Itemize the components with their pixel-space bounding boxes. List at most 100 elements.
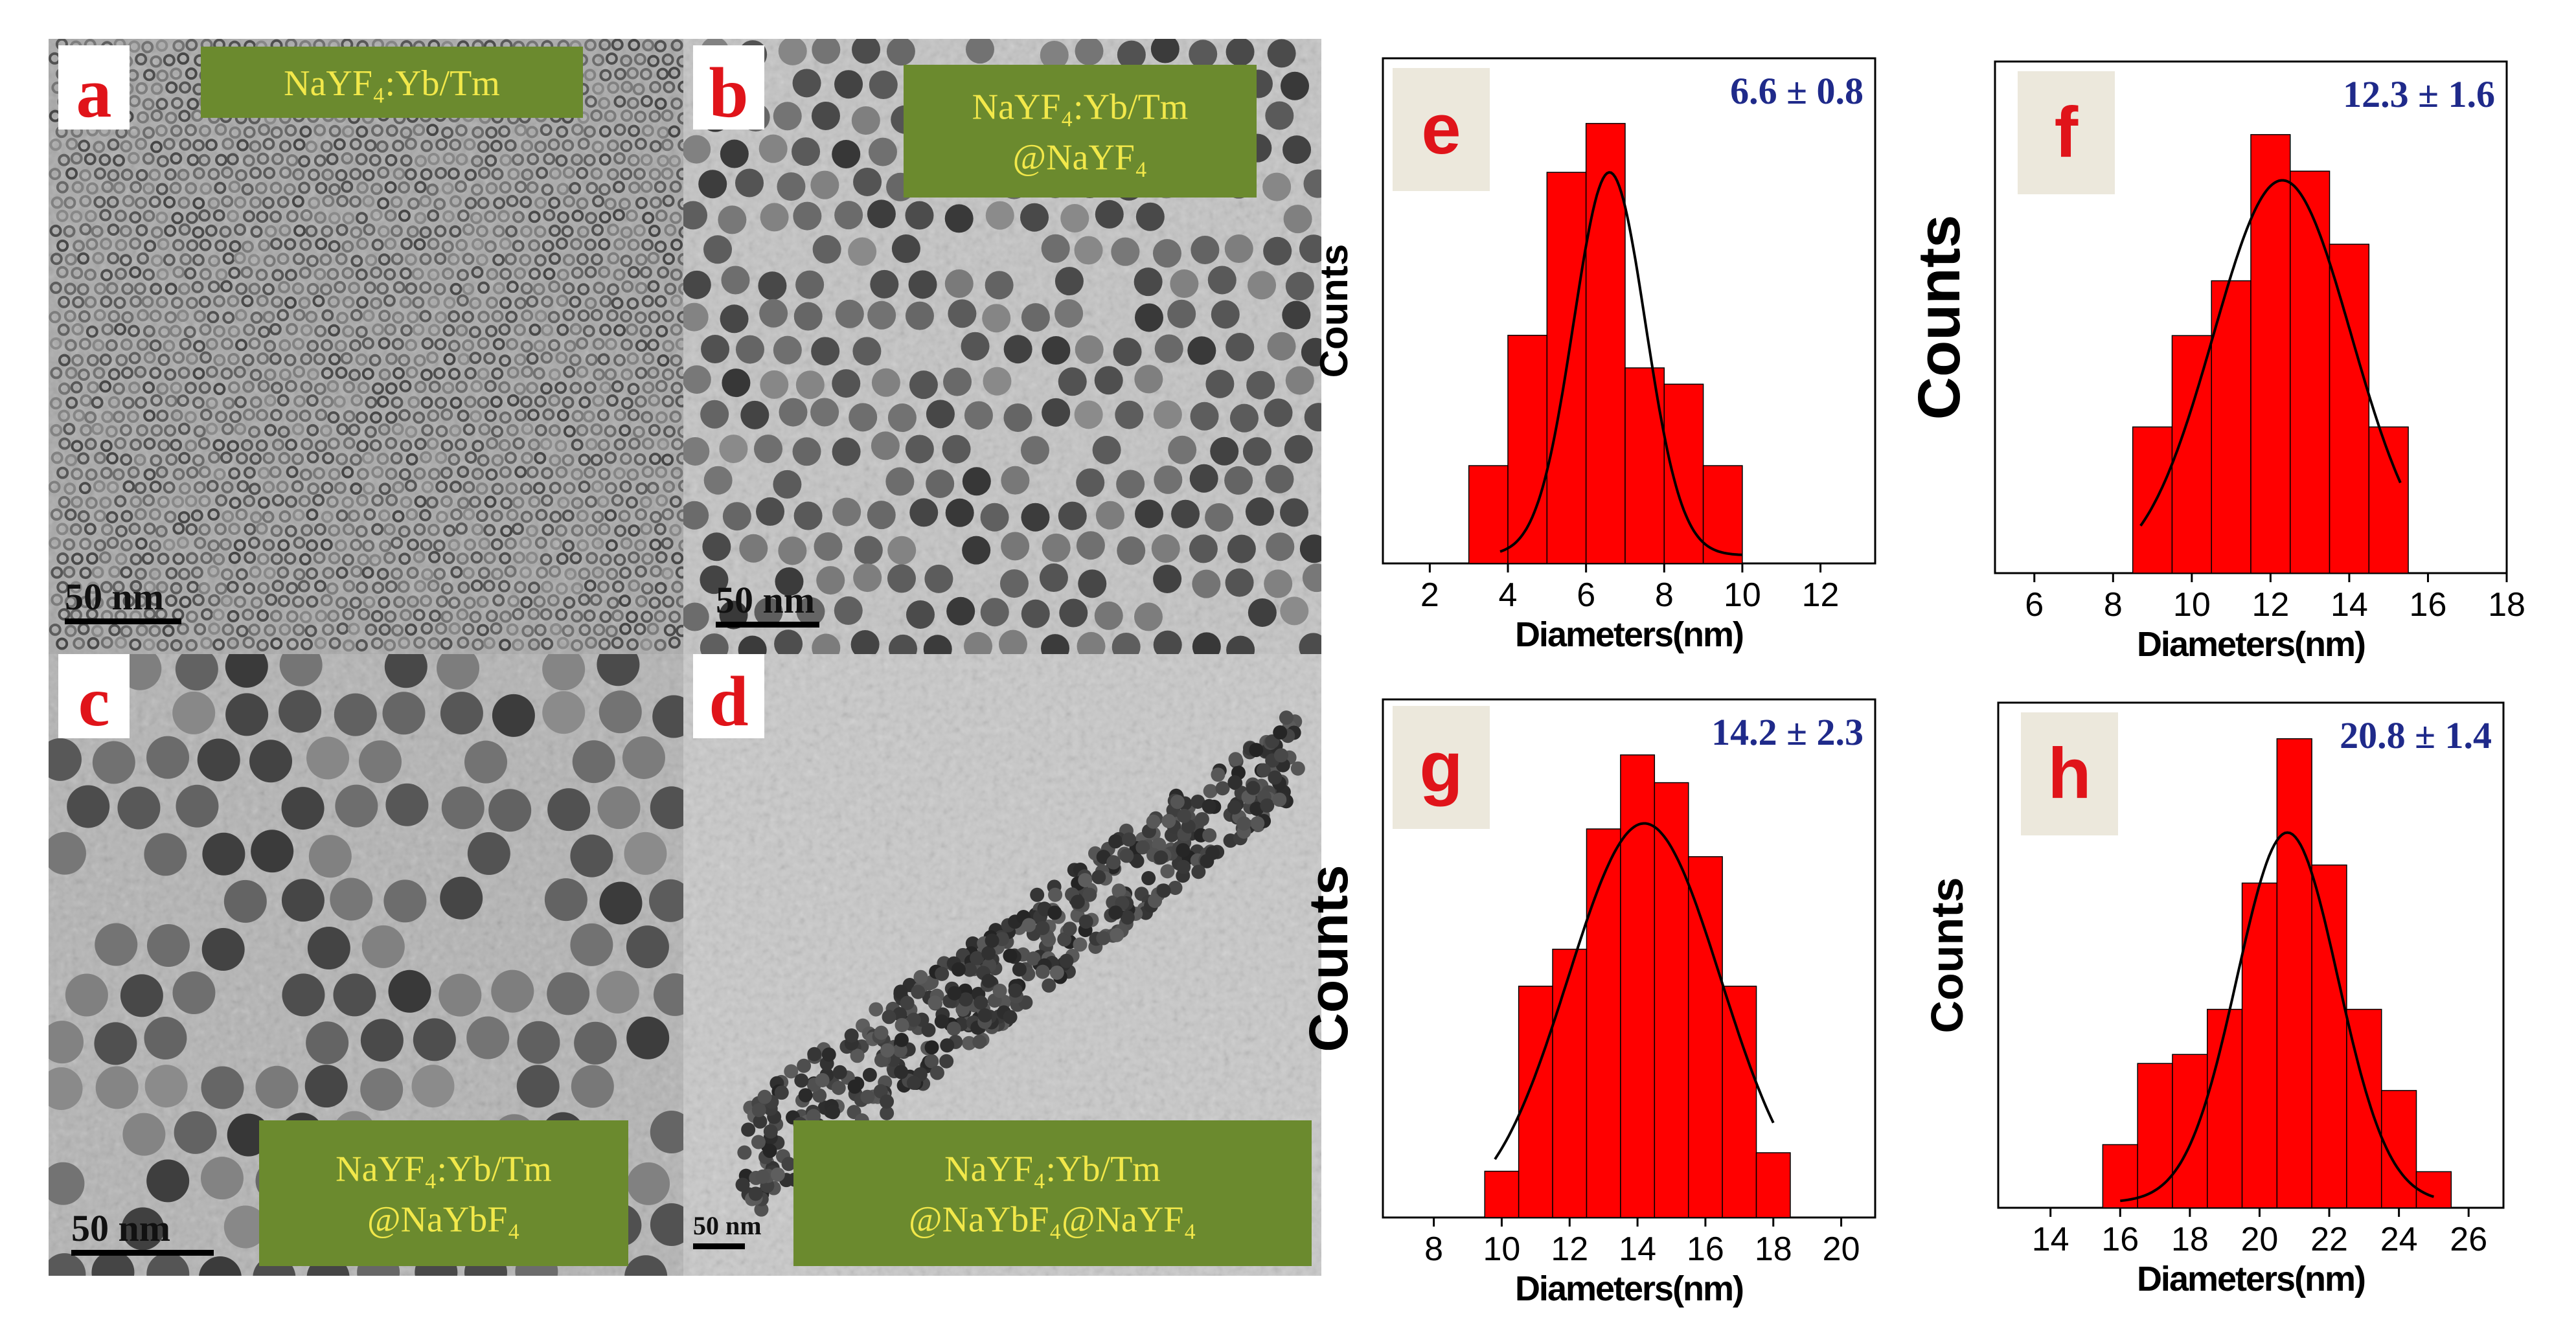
nanoparticle [760, 203, 789, 232]
nanoparticle [1111, 883, 1126, 898]
nanoparticle [484, 379, 497, 392]
nanoparticle [378, 509, 391, 522]
nanoparticle [98, 551, 111, 564]
nanoparticle [497, 580, 510, 593]
nanoparticle [392, 510, 405, 523]
nanoparticle [172, 691, 216, 734]
nanoparticle [513, 323, 526, 336]
histogram-bar [1654, 782, 1689, 1218]
nanoparticle [78, 310, 91, 323]
nanoparticle [807, 1047, 822, 1061]
nanoparticle [286, 154, 299, 167]
nanoparticle [101, 411, 114, 424]
nanoparticle [598, 39, 611, 51]
nanoparticle [641, 411, 654, 424]
nanoparticle [625, 209, 638, 222]
nanoparticle [491, 168, 504, 181]
nanoparticle [1267, 39, 1296, 68]
nanoparticle [113, 181, 126, 194]
nanoparticle [349, 195, 362, 208]
nanoparticle [56, 466, 69, 479]
nanoparticle [150, 226, 163, 239]
nanoparticle [554, 524, 567, 537]
nanoparticle [234, 196, 247, 209]
nanoparticle [655, 466, 668, 479]
nanoparticle [641, 124, 654, 137]
nanoparticle [392, 139, 405, 152]
nanoparticle [662, 253, 675, 266]
nanoparticle [133, 282, 146, 295]
nanoparticle [63, 482, 76, 495]
nanoparticle [85, 238, 98, 251]
nanoparticle [348, 368, 361, 381]
nanoparticle [1168, 880, 1183, 895]
nanoparticle [578, 481, 591, 493]
nanoparticle [340, 352, 353, 365]
nanoparticle [576, 365, 589, 378]
nanoparticle [832, 437, 861, 466]
nanoparticle [754, 597, 783, 626]
histogram-bar [1620, 754, 1656, 1218]
nanoparticle [49, 1021, 84, 1064]
nanoparticle [670, 323, 683, 336]
nanoparticle [577, 283, 590, 296]
nanoparticle [234, 396, 247, 409]
nanoparticle [762, 1144, 777, 1159]
nanoparticle [519, 536, 532, 549]
nanoparticle [834, 201, 863, 230]
nanoparticle [227, 353, 240, 366]
panel-letter-h: h [2047, 734, 2091, 813]
nanoparticle [155, 581, 168, 594]
nanoparticle [570, 923, 613, 966]
nanoparticle [591, 480, 604, 493]
nanoparticle [1207, 266, 1237, 295]
nanoparticle [534, 395, 547, 408]
nanoparticle [590, 453, 603, 466]
nanoparticle [49, 397, 62, 410]
nanoparticle [383, 639, 396, 651]
nanoparticle [1192, 569, 1221, 598]
nanoparticle [328, 324, 341, 337]
nanoparticle [633, 453, 646, 466]
nanoparticle [590, 423, 603, 436]
nanoparticle [342, 325, 355, 338]
nanoparticle [634, 395, 647, 408]
nanoparticle [1170, 269, 1199, 299]
nanoparticle [327, 411, 340, 424]
nanoparticle [406, 595, 419, 608]
nanoparticle [1224, 466, 1253, 495]
nanoparticle [144, 1065, 188, 1108]
nanoparticle [284, 525, 297, 538]
diameter-annotation: 14.2 ± 2.3 [1711, 711, 1864, 753]
nanoparticle [464, 168, 477, 181]
nanoparticle [940, 1038, 955, 1053]
nanoparticle [233, 223, 246, 236]
nanoparticle [264, 339, 277, 352]
nanoparticle [364, 139, 377, 152]
nanoparticle [185, 67, 198, 80]
nanoparticle [50, 508, 63, 521]
nanoparticle [335, 253, 348, 266]
nanoparticle [655, 209, 668, 222]
nanoparticle [491, 454, 504, 467]
nanoparticle [427, 409, 440, 422]
nanoparticle [361, 925, 405, 968]
nanoparticle [476, 595, 489, 608]
nanoparticle [486, 437, 499, 450]
nanoparticle [620, 226, 633, 239]
nanoparticle [534, 451, 547, 464]
nanoparticle [462, 481, 475, 493]
nanoparticle [144, 1016, 187, 1059]
nanoparticle [221, 195, 234, 208]
nanoparticle [177, 168, 190, 181]
nanoparticle [773, 470, 802, 499]
nanoparticle [751, 1103, 766, 1118]
nanoparticle [576, 510, 589, 523]
nanoparticle [626, 925, 669, 969]
nanoparticle [655, 411, 668, 424]
nanoparticle [1095, 501, 1124, 530]
nanoparticle [64, 624, 77, 637]
nanoparticle [79, 595, 92, 608]
nanoparticle [1191, 235, 1220, 264]
nanoparticle [335, 596, 348, 609]
